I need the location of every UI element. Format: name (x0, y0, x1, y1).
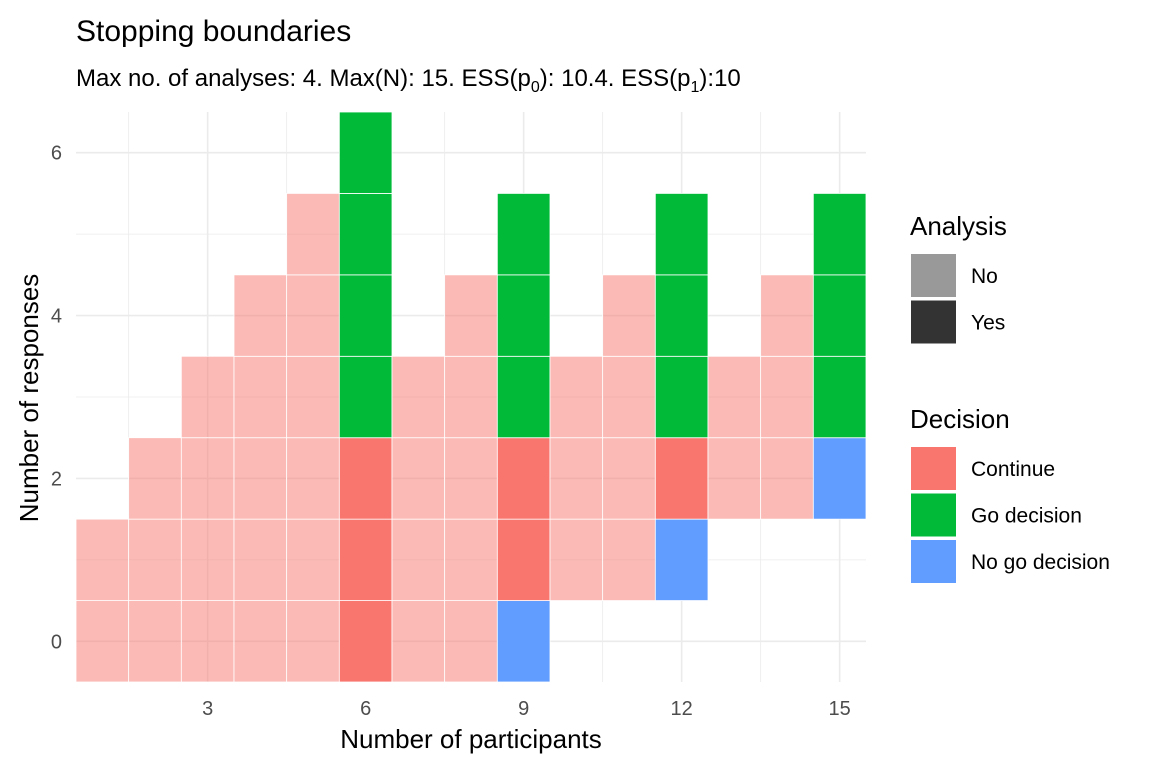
heatmap-cell (444, 437, 498, 520)
heatmap-cell (496, 600, 551, 683)
legend-decision: Decision Continue Go decision No go decisi… (910, 404, 1110, 583)
chart-title: Stopping boundaries (76, 15, 351, 48)
heatmap-cell (496, 437, 551, 520)
x-tick-label: 12 (671, 698, 693, 720)
heatmap-cell (654, 355, 709, 439)
heatmap-cell (338, 193, 393, 276)
legend-analysis: Analysis No Yes (910, 211, 1007, 344)
heatmap-cell (233, 437, 288, 520)
heatmap-cell (391, 600, 446, 683)
heatmap-cell (602, 274, 656, 357)
legend-key (911, 493, 956, 537)
legend-label: Yes (971, 312, 1005, 335)
x-tick-label: 9 (518, 698, 529, 720)
legend-decision-title: Decision (910, 404, 1010, 434)
y-axis-ticks: 0 2 4 6 (51, 143, 62, 654)
heatmap-cell (180, 600, 235, 683)
heatmap-cell (233, 518, 288, 601)
heatmap-cell (128, 518, 182, 601)
heatmap-cell (286, 518, 340, 601)
y-tick-label: 0 (51, 631, 62, 653)
heatmap-cell (496, 274, 551, 357)
heatmap-cell (338, 111, 393, 194)
heatmap-cell (654, 274, 709, 357)
heatmap-cell (654, 518, 709, 601)
y-tick-label: 6 (51, 143, 62, 165)
x-tick-label: 15 (829, 698, 851, 720)
heatmap-cells (75, 111, 867, 683)
heatmap-cell (496, 193, 551, 276)
heatmap-cell (444, 274, 498, 357)
legend-key (911, 300, 956, 344)
legend-key (911, 447, 956, 490)
heatmap-cell (75, 600, 130, 683)
x-tick-label: 6 (360, 698, 371, 720)
heatmap-cell (549, 355, 604, 439)
heatmap-cell (286, 437, 340, 520)
heatmap-cell (549, 437, 604, 520)
heatmap-cell (391, 518, 446, 601)
heatmap-cell (602, 437, 656, 520)
x-axis-ticks: 3 6 9 12 15 (202, 698, 851, 720)
legend-label: Continue (971, 458, 1055, 481)
heatmap-cell (286, 274, 340, 357)
heatmap-cell (338, 600, 393, 683)
heatmap-cell (760, 274, 814, 357)
heatmap-cell (812, 437, 867, 520)
heatmap-cell (338, 437, 393, 520)
heatmap-cell (338, 274, 393, 357)
heatmap-cell (760, 437, 814, 520)
heatmap-cell (707, 355, 762, 439)
heatmap-cell (602, 518, 656, 601)
heatmap-cell (233, 355, 288, 439)
heatmap-cell (286, 600, 340, 683)
heatmap-cell (286, 355, 340, 439)
heatmap-cell (812, 355, 867, 439)
heatmap-cell (812, 274, 867, 357)
legend-label: No (971, 265, 998, 288)
legend-key (911, 254, 956, 297)
heatmap-cell (338, 355, 393, 439)
x-axis-title: Number of participants (340, 724, 602, 754)
legend-analysis-title: Analysis (910, 211, 1007, 241)
heatmap-cell (391, 437, 446, 520)
y-tick-label: 2 (51, 468, 62, 490)
chart-subtitle: Max no. of analyses: 4. Max(N): 15. ESS(… (76, 65, 741, 96)
heatmap-cell (654, 437, 709, 520)
heatmap-cell (180, 437, 235, 520)
heatmap-cell (760, 355, 814, 439)
heatmap-cell (496, 355, 551, 439)
heatmap-cell (654, 193, 709, 276)
y-tick-label: 4 (51, 306, 62, 328)
heatmap-cell (233, 600, 288, 683)
heatmap-cell (233, 274, 288, 357)
heatmap-cell (812, 193, 867, 276)
heatmap-cell (286, 193, 340, 276)
heatmap-cell (602, 355, 656, 439)
legend-label: No go decision (971, 551, 1110, 574)
legend-key (911, 540, 956, 583)
heatmap-cell (444, 355, 498, 439)
heatmap-cell (180, 518, 235, 601)
heatmap-cell (128, 437, 182, 520)
heatmap-cell (444, 600, 498, 683)
heatmap-cell (180, 355, 235, 439)
heatmap-cell (549, 518, 604, 601)
heatmap-cell (707, 437, 762, 520)
legend-label: Go decision (971, 505, 1082, 528)
y-axis-title: Number of responses (14, 274, 44, 523)
heatmap-cell (128, 600, 182, 683)
heatmap-cell (391, 355, 446, 439)
heatmap-cell (338, 518, 393, 601)
heatmap-cell (444, 518, 498, 601)
heatmap-cell (75, 518, 130, 601)
x-tick-label: 3 (202, 698, 213, 720)
heatmap-cell (496, 518, 551, 601)
